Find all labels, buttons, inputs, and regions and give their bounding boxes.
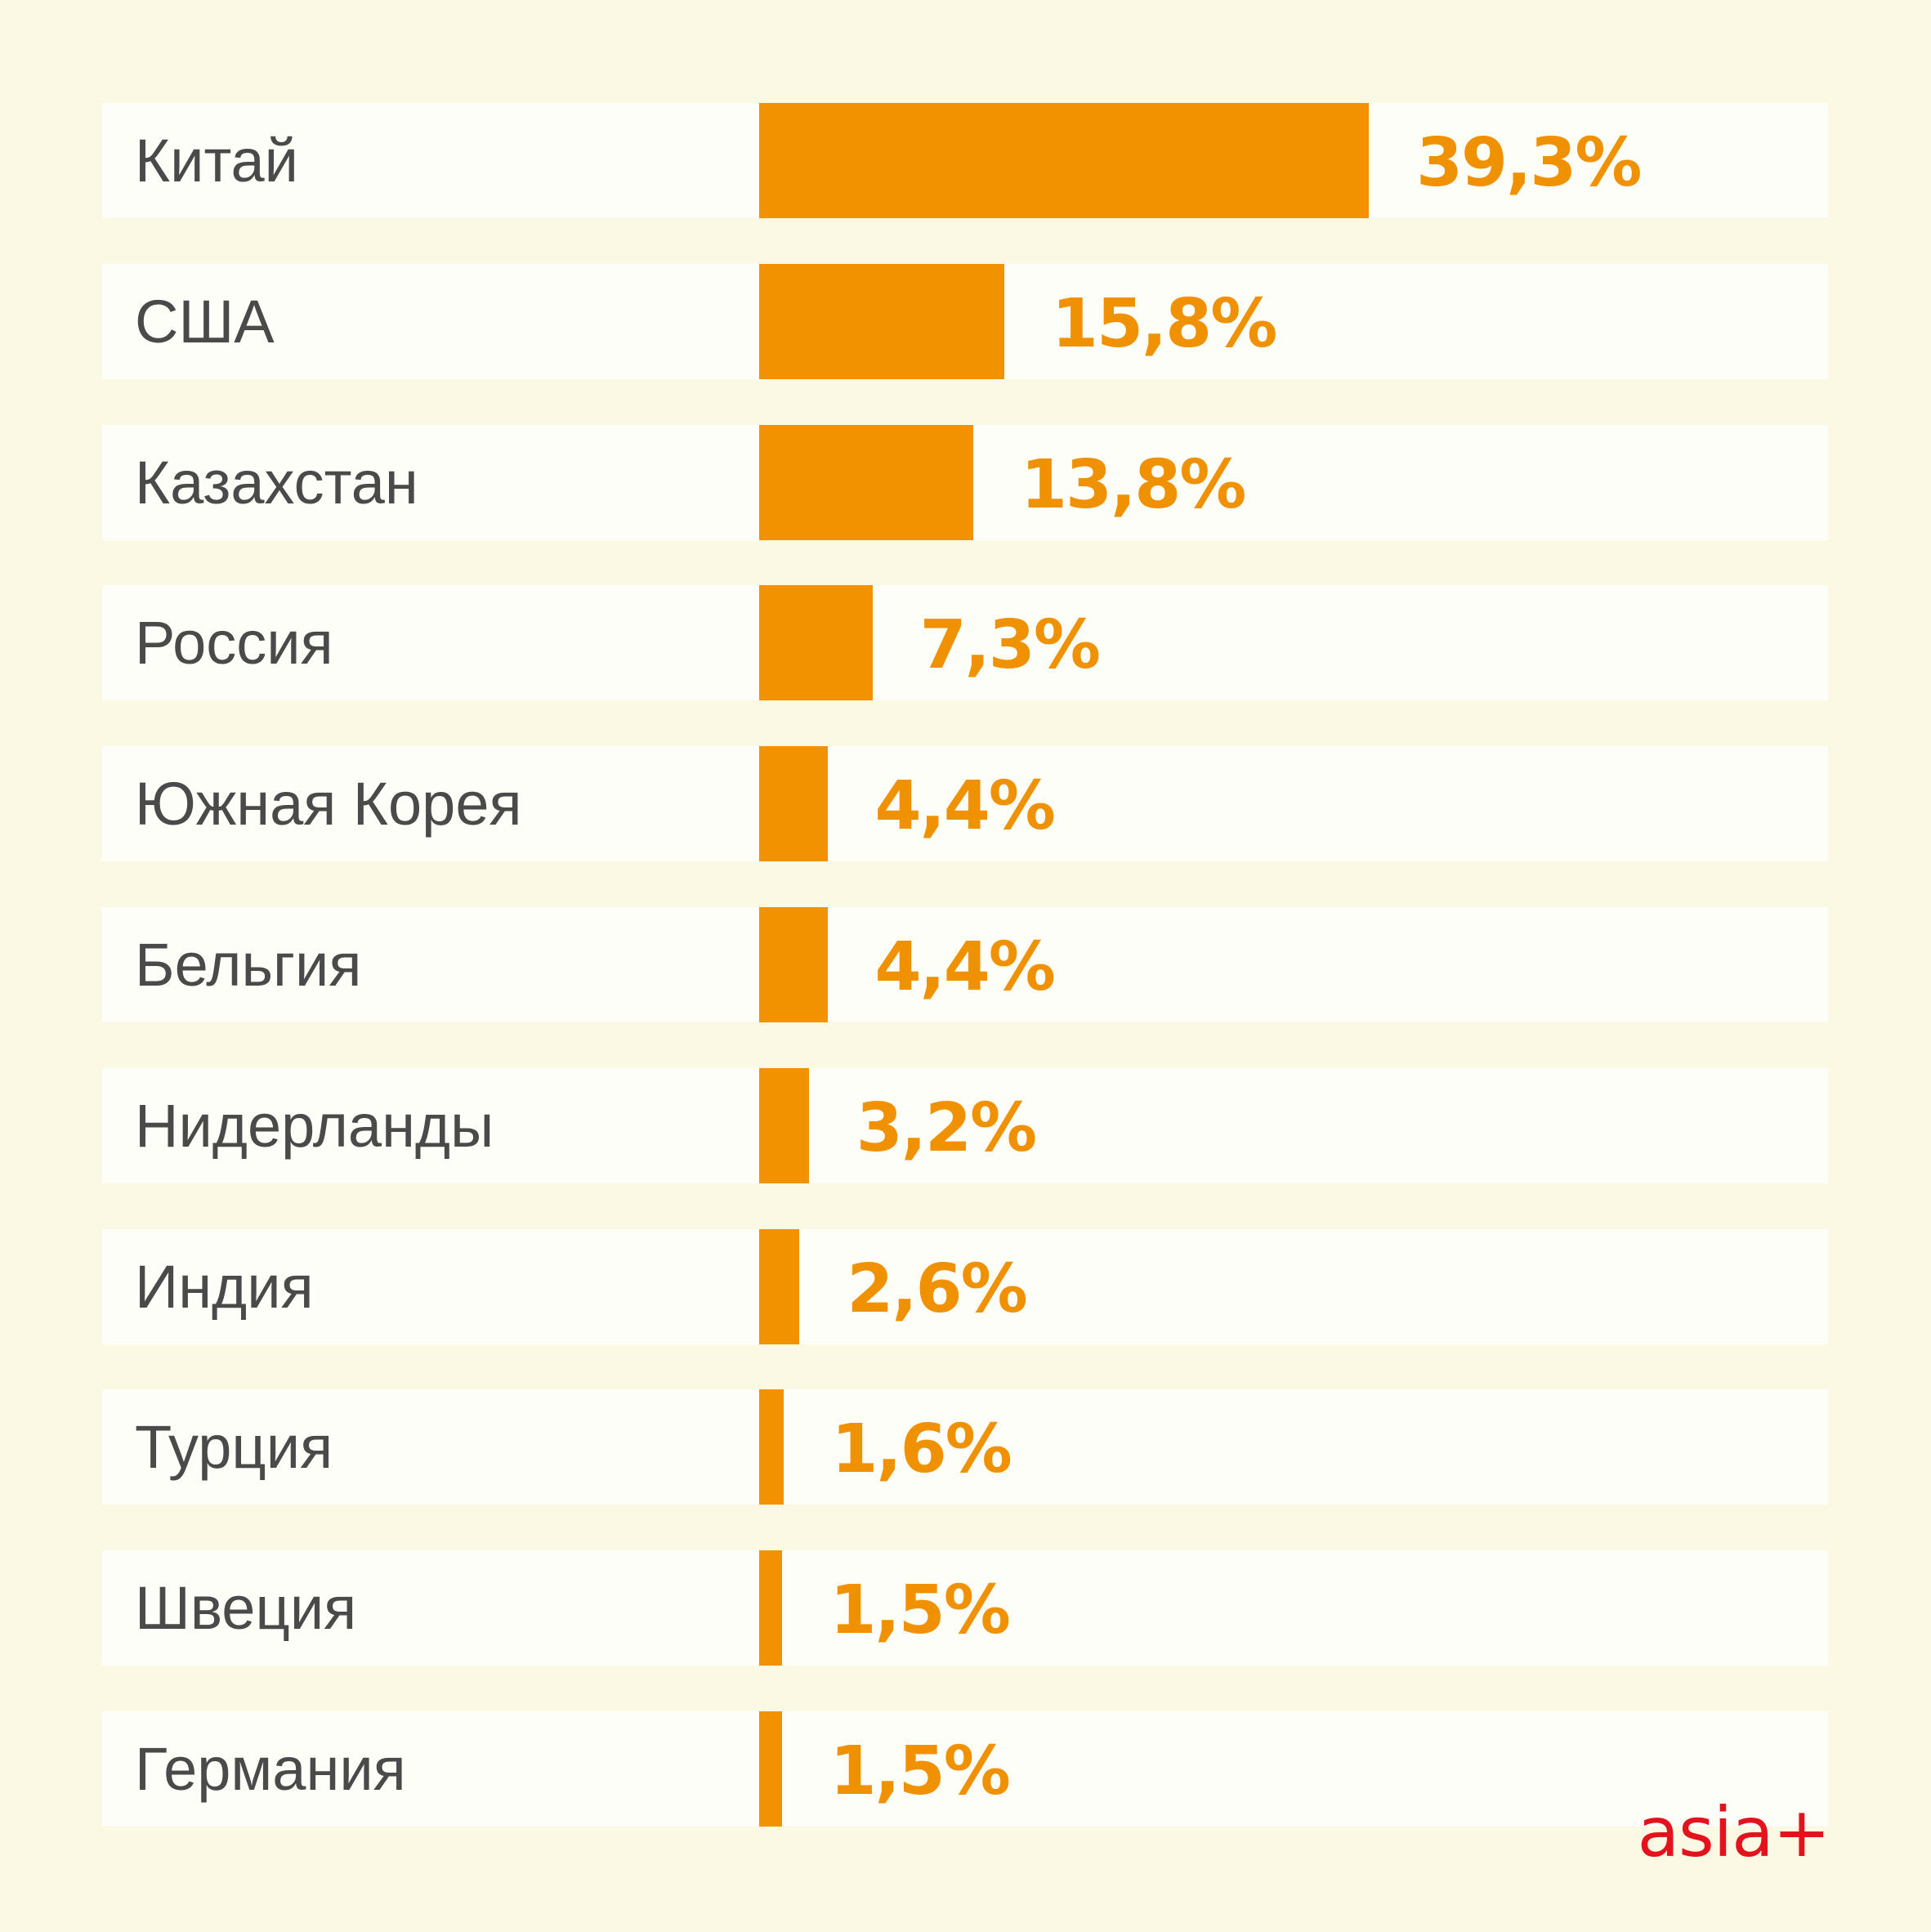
bar-row: Германия 1,5%	[102, 1711, 1828, 1827]
category-label: Швеция	[135, 1574, 357, 1643]
category-label: США	[135, 287, 275, 356]
value-label: 3,2%	[856, 1089, 1037, 1167]
bar	[759, 1389, 784, 1505]
bar-row: Южная Корея 4,4%	[102, 746, 1828, 862]
bar-row: Россия 7,3%	[102, 585, 1828, 701]
bar	[759, 585, 873, 701]
value-label: 1,6%	[831, 1411, 1012, 1489]
bar-row: Нидерланды 3,2%	[102, 1067, 1828, 1183]
category-label: Нидерланды	[135, 1091, 494, 1160]
bar	[759, 1067, 809, 1183]
value-label: 4,4%	[874, 928, 1056, 1006]
value-label: 4,4%	[874, 767, 1056, 846]
bar	[759, 1711, 783, 1827]
value-label: 7,3%	[919, 606, 1101, 685]
bar-row: Швеция 1,5%	[102, 1550, 1828, 1666]
category-label: Германия	[135, 1735, 406, 1803]
value-label: 13,8%	[1020, 445, 1246, 524]
bar	[759, 263, 1004, 379]
bar	[759, 746, 828, 862]
value-label: 15,8%	[1051, 284, 1277, 363]
category-label: Индия	[135, 1252, 314, 1321]
value-label: 1,5%	[829, 1572, 1010, 1650]
bar-row: США 15,8%	[102, 263, 1828, 379]
bar	[759, 1228, 800, 1344]
value-label: 1,5%	[829, 1733, 1010, 1810]
bar	[759, 424, 973, 540]
bar-row: Китай 39,3%	[102, 103, 1828, 218]
category-label: Китай	[135, 127, 298, 195]
category-label: Турция	[135, 1413, 333, 1482]
bar-row: Индия 2,6%	[102, 1228, 1828, 1344]
bar	[759, 1550, 783, 1666]
bar	[759, 907, 828, 1022]
asia-plus-logo: asia+	[1637, 1792, 1830, 1872]
category-label: Россия	[135, 609, 333, 678]
bar-row: Казахстан 13,8%	[102, 424, 1828, 540]
value-label: 39,3%	[1416, 124, 1642, 202]
bar	[759, 103, 1369, 218]
value-label: 2,6%	[847, 1250, 1027, 1328]
category-label: Бельгия	[135, 931, 362, 999]
category-label: Южная Корея	[135, 770, 522, 839]
category-label: Казахстан	[135, 448, 418, 517]
bar-row: Бельгия 4,4%	[102, 907, 1828, 1022]
bar-row: Турция 1,6%	[102, 1389, 1828, 1505]
